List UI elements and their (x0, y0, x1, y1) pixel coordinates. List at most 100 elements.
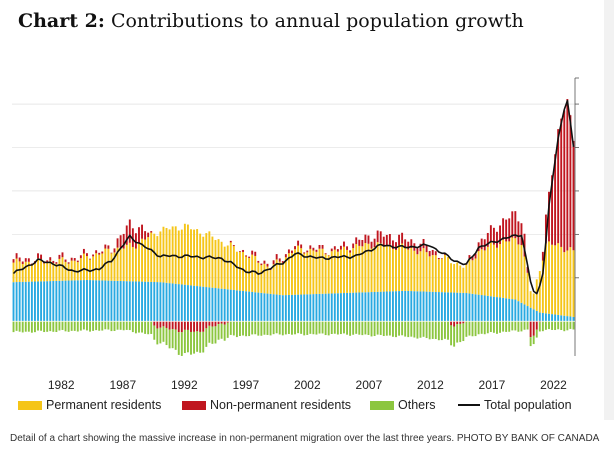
bar-segment-blue-63 (205, 287, 208, 322)
bar-segment-permanent-157 (492, 244, 495, 297)
bar-segment-blue-48 (159, 282, 162, 322)
bar-segment-others-31 (107, 321, 110, 330)
bar-segment-blue-14 (55, 280, 58, 322)
bar-segment-permanent-10 (43, 263, 46, 282)
bar-segment-blue-166 (520, 302, 523, 322)
bar-segment-nonpermanent-109 (346, 246, 348, 250)
bar-segment-blue-3 (21, 281, 24, 322)
bar-segment-blue-181 (566, 316, 569, 322)
bar-segment-blue-149 (468, 293, 471, 322)
bar-segment-others-40 (134, 321, 137, 334)
bar-segment-blue-44 (147, 281, 150, 322)
chart-plot: 1982 1987 1992 1997 2002 2007 2012 2017 2022 (12, 77, 579, 392)
bar-segment-blue-24 (86, 279, 88, 322)
legend-permanent-residents: Permanent residents (18, 398, 161, 412)
bar-segment-others-23 (82, 321, 85, 330)
bar-segment-nonpermanent-176 (551, 175, 553, 245)
bar-segment-others-77 (248, 321, 251, 337)
bar-segment-others-76 (245, 321, 248, 337)
bar-segment-others-179 (560, 321, 563, 331)
bar-segment-blue-10 (43, 281, 46, 322)
bar-segment-blue-136 (428, 291, 431, 322)
bar-segment-others-100 (318, 321, 321, 334)
bar-segment-permanent-183 (572, 250, 575, 317)
bar-segment-nonpermanent-127 (401, 232, 404, 244)
bar-segment-others-39 (131, 321, 134, 333)
bar-segment-permanent-62 (202, 236, 205, 287)
bar-segment-blue-107 (339, 293, 342, 322)
bar-segment-permanent-76 (245, 256, 248, 292)
bar-segment-permanent-166 (520, 245, 523, 303)
bar-segment-permanent-156 (489, 242, 492, 297)
bar-segment-nonpermanent-130 (410, 239, 413, 248)
bar-segment-blue-151 (474, 294, 477, 322)
bar-segment-nonpermanent-96 (306, 250, 309, 253)
bar-segment-permanent-47 (156, 236, 159, 283)
bar-segment-permanent-131 (413, 250, 416, 292)
bar-segment-blue-40 (134, 281, 137, 322)
bar-segment-permanent-128 (404, 247, 407, 291)
page-scrollbar[interactable] (604, 0, 614, 420)
bar-segment-blue-126 (398, 291, 401, 322)
bar-segment-blue-101 (321, 293, 324, 322)
bar-segment-nonpermanent-157 (492, 227, 495, 245)
bar-segment-others-173 (541, 321, 544, 332)
bar-segment-others-61 (199, 331, 202, 353)
bar-segment-blue-109 (346, 292, 348, 322)
bar-segment-nonpermanent-169 (529, 321, 532, 338)
bar-segment-nonpermanent-183 (572, 140, 575, 251)
bar-segment-nonpermanent-136 (428, 250, 431, 257)
bar-segment-others-86 (275, 321, 278, 334)
bar-segment-others-15 (58, 321, 61, 331)
bar-segment-nonpermanent-11 (46, 260, 49, 263)
bar-segment-permanent-152 (477, 251, 480, 295)
bar-segment-permanent-6 (30, 265, 33, 282)
bar-segment-permanent-25 (89, 259, 91, 281)
bar-segment-blue-9 (40, 281, 43, 322)
bar-segment-permanent-26 (92, 256, 95, 281)
bar-segment-others-178 (557, 321, 560, 330)
bar-segment-nonpermanent-182 (569, 115, 572, 248)
bar-segment-blue-115 (364, 292, 367, 322)
bar-segment-others-70 (226, 322, 229, 338)
bar-segment-permanent-41 (138, 242, 140, 282)
bar-segment-others-9 (40, 321, 43, 331)
bar-segment-others-149 (468, 321, 471, 336)
bar-segment-nonpermanent-40 (134, 233, 137, 249)
bar-segment-nonpermanent-66 (214, 321, 217, 327)
bar-segment-nonpermanent-36 (122, 233, 125, 249)
bar-segment-permanent-99 (315, 251, 318, 294)
bar-segment-permanent-173 (541, 260, 544, 313)
bar-segment-blue-148 (465, 293, 468, 322)
bar-segment-others-32 (110, 321, 113, 332)
bar-segment-permanent-84 (269, 270, 272, 294)
bar-segment-permanent-132 (416, 254, 419, 292)
bar-segment-permanent-126 (398, 244, 401, 292)
bar-segment-blue-61 (199, 286, 202, 322)
bar-segment-permanent-74 (239, 251, 241, 291)
bar-segment-blue-178 (557, 314, 560, 322)
bar-segment-blue-76 (245, 291, 248, 322)
legend-total-population: Total population (458, 398, 572, 412)
bar-segment-others-47 (156, 328, 159, 345)
bar-segment-permanent-114 (361, 246, 364, 293)
bar-segment-blue-54 (177, 284, 180, 322)
bar-segment-blue-159 (499, 297, 501, 322)
bar-segment-blue-102 (324, 293, 327, 322)
bar-segment-permanent-164 (514, 238, 517, 300)
bar-segment-nonpermanent-90 (287, 249, 290, 254)
bar-segment-blue-36 (122, 281, 125, 322)
bar-segment-nonpermanent-162 (508, 218, 511, 242)
chart-number: Chart 2: (18, 10, 105, 32)
bar-segment-others-99 (315, 321, 318, 335)
bar-segment-blue-173 (541, 312, 544, 322)
bar-segment-nonpermanent-129 (407, 241, 410, 250)
bar-segment-permanent-174 (544, 243, 547, 314)
bar-segment-permanent-113 (358, 245, 361, 293)
bar-segment-others-50 (165, 327, 168, 346)
bar-segment-nonpermanent-13 (52, 260, 55, 264)
bar-segment-permanent-40 (134, 248, 137, 282)
bar-segment-blue-98 (312, 294, 315, 322)
bar-segment-permanent-31 (107, 248, 110, 281)
bar-segment-nonpermanent-29 (101, 251, 104, 254)
